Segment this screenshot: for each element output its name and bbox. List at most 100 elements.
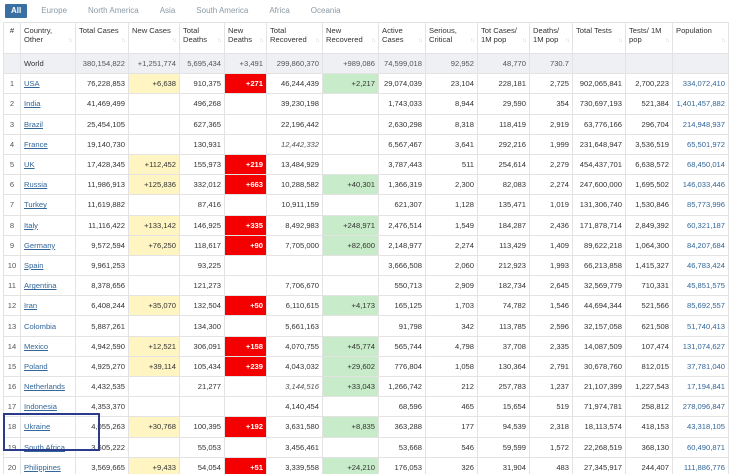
column-header[interactable]: Serious, Critical ↑↓: [425, 22, 478, 54]
sort-icon[interactable]: ↑↓: [618, 38, 623, 44]
new-recovered: [322, 254, 379, 277]
country-cell: India: [20, 93, 76, 115]
country-link[interactable]: Ukraine: [24, 422, 51, 432]
deaths-per-million: 2,279: [529, 153, 573, 176]
cases-per-million: 59,599: [477, 436, 530, 458]
country-link[interactable]: Netherlands: [24, 382, 65, 392]
tests-per-million: 107,474: [625, 335, 673, 357]
sort-icon[interactable]: ↑↓: [565, 38, 570, 44]
country-link[interactable]: Argentina: [24, 281, 57, 291]
country-link[interactable]: France: [24, 139, 48, 149]
tab-asia[interactable]: Asia: [159, 6, 176, 15]
sort-icon[interactable]: ↑↓: [172, 38, 177, 44]
population-link[interactable]: 85,692,557: [686, 301, 725, 311]
population-link[interactable]: 334,072,410: [682, 79, 725, 89]
population-link[interactable]: 45,851,575: [686, 281, 725, 291]
country-link[interactable]: Colombia: [24, 321, 57, 331]
column-header[interactable]: New Deaths ↑↓: [224, 22, 267, 54]
population-link[interactable]: 68,450,014: [686, 160, 725, 170]
sort-icon[interactable]: ↑↓: [217, 38, 222, 44]
new-cases: [128, 315, 180, 337]
world-cell: [3, 52, 21, 75]
population-link[interactable]: 278,096,847: [682, 402, 725, 412]
population-link[interactable]: 131,074,627: [682, 341, 725, 351]
country-link[interactable]: Indonesia: [24, 402, 57, 412]
column-header[interactable]: Total Deaths ↑↓: [179, 22, 225, 54]
column-header[interactable]: Tests/ 1M pop ↑↓: [625, 22, 673, 54]
total-deaths: 105,434: [179, 355, 225, 378]
population-link[interactable]: 46,783,424: [686, 260, 725, 270]
population-link[interactable]: 1,401,457,882: [676, 99, 725, 109]
tab-all[interactable]: All: [5, 4, 28, 18]
country-link[interactable]: Italy: [24, 220, 38, 230]
row-index: 2: [3, 93, 21, 115]
column-header[interactable]: #: [3, 22, 21, 54]
country-link[interactable]: USA: [24, 79, 40, 89]
column-header[interactable]: Deaths/ 1M pop ↑↓: [529, 22, 573, 54]
population: 131,074,627: [672, 335, 729, 357]
column-header[interactable]: New Recovered ↑↓: [322, 22, 379, 54]
population-link[interactable]: 37,781,040: [686, 361, 725, 371]
country-link[interactable]: Poland: [24, 361, 48, 371]
column-header[interactable]: Total Cases ↑↓: [75, 22, 129, 54]
population-link[interactable]: 85,773,996: [686, 200, 725, 210]
sort-icon[interactable]: ↑↓: [315, 38, 320, 44]
tests-per-million: 710,331: [625, 275, 673, 297]
population-link[interactable]: 65,501,972: [686, 139, 725, 149]
country-link[interactable]: South Africa: [24, 442, 65, 452]
active-cases: 565,744: [378, 335, 426, 357]
column-header[interactable]: Tot Cases/ 1M pop ↑↓: [477, 22, 530, 54]
population-link[interactable]: 60,490,871: [686, 442, 725, 452]
total-recovered: 13,484,929: [266, 153, 323, 176]
country-link[interactable]: UK: [24, 160, 35, 170]
column-header[interactable]: Country, Other ↑↓: [20, 22, 76, 54]
sort-icon[interactable]: ↑↓: [259, 38, 264, 44]
sort-icon[interactable]: ↑↓: [371, 38, 376, 44]
cases-per-million: 254,614: [477, 153, 530, 176]
population-link[interactable]: 43,318,105: [686, 422, 725, 432]
tab-europe[interactable]: Europe: [41, 6, 68, 15]
column-header[interactable]: Population ↑↓: [672, 22, 729, 54]
column-header[interactable]: New Cases ↑↓: [128, 22, 180, 54]
column-header[interactable]: Active Cases ↑↓: [378, 22, 426, 54]
country-link[interactable]: India: [24, 99, 41, 109]
population-link[interactable]: 17,194,841: [686, 382, 725, 392]
tab-south-america[interactable]: South America: [196, 6, 249, 15]
sort-icon[interactable]: ↑↓: [121, 38, 126, 44]
country-link[interactable]: Spain: [24, 260, 44, 270]
country-link[interactable]: Germany: [24, 240, 56, 250]
country-link[interactable]: Turkey: [24, 200, 47, 210]
population-link[interactable]: 111,886,776: [683, 462, 725, 472]
column-header[interactable]: Total Tests ↑↓: [572, 22, 626, 54]
population: 68,450,014: [672, 153, 729, 176]
sort-icon[interactable]: ↑↓: [68, 38, 73, 44]
sort-icon[interactable]: ↑↓: [665, 38, 670, 44]
active-cases: 3,666,508: [378, 254, 426, 277]
tab-africa[interactable]: Africa: [269, 6, 290, 15]
country-link[interactable]: Iran: [24, 301, 38, 311]
country-link[interactable]: Russia: [24, 180, 48, 190]
country-link[interactable]: Philippines: [24, 462, 61, 472]
sort-icon[interactable]: ↑↓: [418, 38, 423, 44]
population-link[interactable]: 84,207,684: [686, 240, 725, 250]
population-link[interactable]: 146,033,446: [682, 180, 725, 190]
new-recovered: +40,301: [322, 174, 379, 196]
population-link[interactable]: 51,740,413: [686, 321, 725, 331]
sort-icon[interactable]: ↑↓: [470, 38, 475, 44]
total-tests: 32,157,058: [572, 315, 626, 337]
deaths-per-million: 1,572: [529, 436, 573, 458]
sort-icon[interactable]: ↑↓: [522, 38, 527, 44]
deaths-per-million: 1,019: [529, 194, 573, 216]
total-recovered: 3,456,461: [266, 436, 323, 458]
country-link[interactable]: Brazil: [24, 119, 43, 129]
tab-north-america[interactable]: North America: [88, 6, 139, 15]
new-recovered: [322, 194, 379, 216]
tab-oceania[interactable]: Oceania: [310, 6, 341, 15]
population-link[interactable]: 214,948,937: [682, 119, 725, 129]
sort-icon[interactable]: ↑↓: [721, 38, 726, 44]
country-link[interactable]: Mexico: [24, 341, 49, 351]
total-deaths: 87,416: [179, 194, 225, 216]
deaths-per-million: 2,274: [529, 174, 573, 196]
population-link[interactable]: 60,321,187: [686, 220, 725, 230]
column-header[interactable]: Total Recovered ↑↓: [266, 22, 323, 54]
